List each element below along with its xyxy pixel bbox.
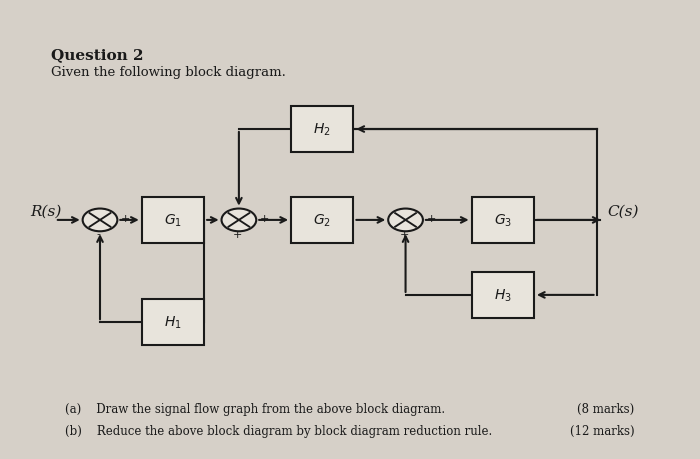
- Bar: [141, 198, 204, 243]
- Bar: [472, 198, 534, 243]
- Text: $H_3$: $H_3$: [494, 287, 512, 303]
- Text: $G_3$: $G_3$: [494, 212, 512, 229]
- Text: +: +: [400, 229, 409, 239]
- Text: +: +: [121, 213, 130, 223]
- Text: $H_1$: $H_1$: [164, 314, 182, 330]
- Text: Given the following block diagram.: Given the following block diagram.: [51, 66, 286, 79]
- Text: C(s): C(s): [607, 204, 638, 218]
- Text: $G_2$: $G_2$: [313, 212, 331, 229]
- Text: $G_1$: $G_1$: [164, 212, 182, 229]
- Text: (8 marks): (8 marks): [578, 402, 635, 415]
- Text: $H_2$: $H_2$: [314, 122, 331, 138]
- Bar: [472, 273, 534, 318]
- Text: +: +: [260, 213, 269, 223]
- Text: Question 2: Question 2: [51, 48, 144, 62]
- Text: R(s): R(s): [31, 204, 62, 218]
- Text: +: +: [426, 213, 436, 223]
- Text: (a)    Draw the signal flow graph from the above block diagram.: (a) Draw the signal flow graph from the …: [65, 402, 445, 415]
- Text: (12 marks): (12 marks): [570, 425, 635, 437]
- Circle shape: [83, 209, 118, 232]
- Circle shape: [221, 209, 256, 232]
- Bar: [291, 107, 354, 152]
- Text: (b)    Reduce the above block diagram by block diagram reduction rule.: (b) Reduce the above block diagram by bl…: [65, 425, 493, 437]
- Text: -: -: [97, 228, 101, 238]
- Text: +: +: [233, 229, 242, 239]
- Bar: [141, 300, 204, 345]
- Bar: [291, 198, 354, 243]
- Circle shape: [389, 209, 423, 232]
